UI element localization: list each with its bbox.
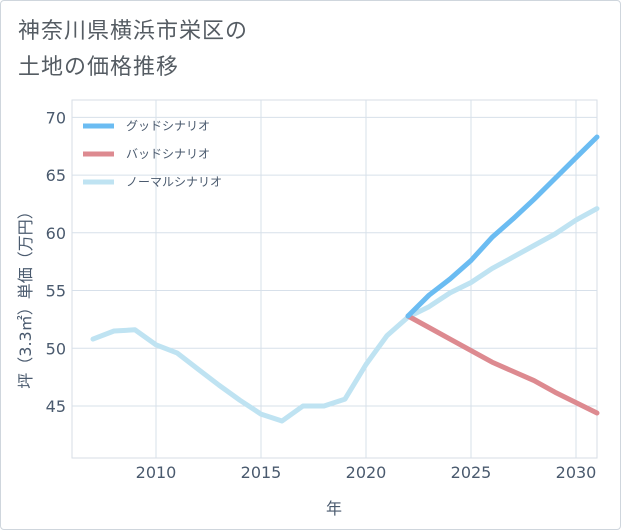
series-layer <box>90 134 600 424</box>
series-line-3 <box>90 206 600 424</box>
chart-title-line-1: 神奈川県横浜市栄区の <box>18 19 249 44</box>
x-axis-title: 年 <box>326 499 342 518</box>
plot-area <box>71 99 598 459</box>
chart-title-line-2: 土地の価格推移 <box>18 55 180 80</box>
legend-label: バッドシナリオ <box>126 147 210 161</box>
x-axis-ticks: 2010 2015 2020 2025 2030 <box>136 463 597 482</box>
y-tick-label: 65 <box>46 166 66 185</box>
x-tick-label: 2030 <box>556 463 597 482</box>
legend-label: ノーマルシナリオ <box>126 175 222 189</box>
legend-label: グッドシナリオ <box>126 119 210 133</box>
y-axis-ticks: 45 50 55 60 65 70 <box>46 108 66 416</box>
x-tick-label: 2025 <box>451 463 492 482</box>
x-tick-label: 2015 <box>241 463 282 482</box>
y-tick-label: 45 <box>46 397 66 416</box>
y-tick-label: 55 <box>46 282 66 301</box>
x-tick-label: 2020 <box>346 463 387 482</box>
y-tick-label: 70 <box>46 108 66 127</box>
y-tick-label: 60 <box>46 224 66 243</box>
y-axis-title: 坪（3.3㎡）単価（万円） <box>16 203 35 388</box>
y-tick-label: 50 <box>46 339 66 358</box>
series-line-1 <box>405 134 600 319</box>
chart-title: 神奈川県横浜市栄区の 土地の価格推移 <box>18 14 578 86</box>
x-tick-label: 2010 <box>136 463 177 482</box>
series-line-2 <box>405 313 600 416</box>
grid-lines <box>72 100 597 458</box>
